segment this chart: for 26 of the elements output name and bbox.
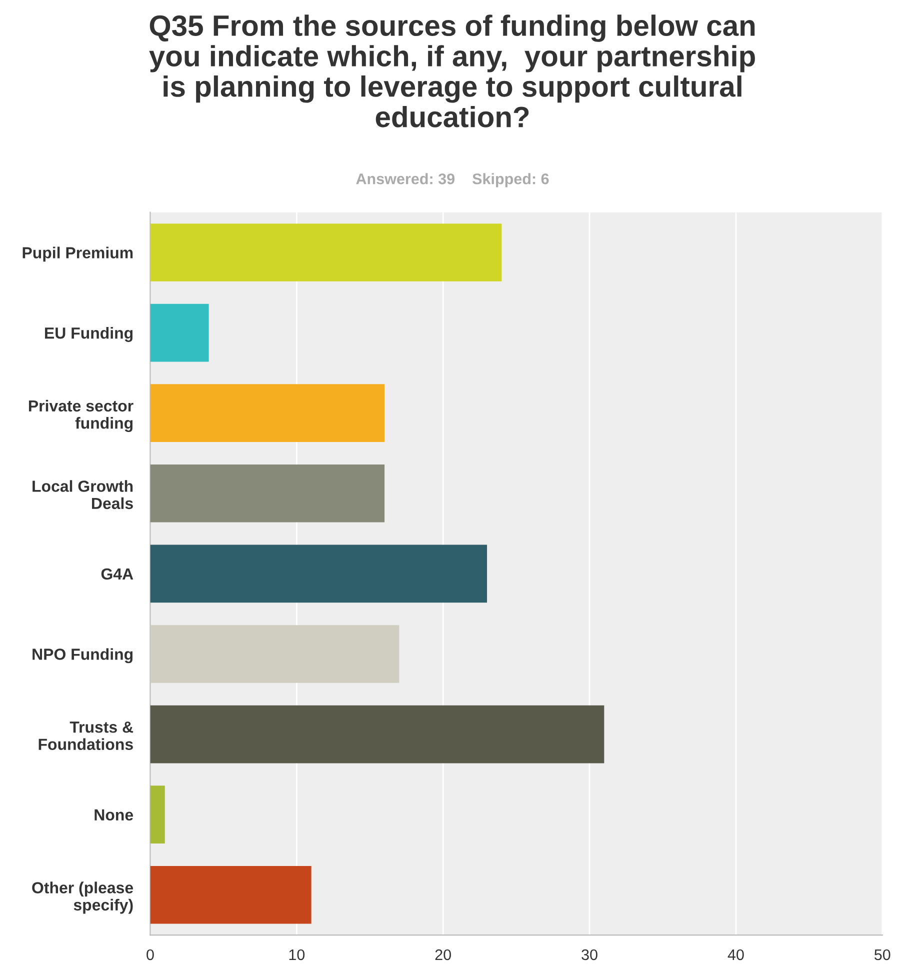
x-tick-label: 30 [582,949,598,960]
bar [150,625,400,683]
bar [150,705,604,764]
chart-subtitle: Answered: 39 Skipped: 6 [356,173,549,188]
y-tick-label: Other (please specify) [32,882,134,914]
y-tick-label: EU Funding [45,326,132,342]
y-tick-label: G4A [101,568,134,580]
x-tick-label: 50 [874,949,890,960]
y-tick-label: NPO Funding [32,648,132,664]
x-tick-label: 0 [146,949,154,960]
bar [150,544,488,603]
bar [150,384,385,442]
y-tick-label: Pupil Premium [22,246,133,262]
y-tick-label: Private sector funding [28,400,134,432]
bar [150,464,385,522]
chart-title: Q35 From the sources of funding below can you indicate which, if any, your partnership is planning to leverage to support cultural education? [149,14,755,128]
bar [150,786,165,844]
y-tick-label: None [94,809,134,821]
bar [150,304,209,362]
y-tick-label: Local Growth Deals [32,480,133,510]
bar [150,866,312,924]
x-tick-label: 40 [728,949,744,960]
x-tick-label: 20 [435,949,451,960]
bar [150,224,502,282]
x-tick-label: 10 [289,949,305,960]
y-tick-label: Trusts & Foundations [38,722,134,750]
